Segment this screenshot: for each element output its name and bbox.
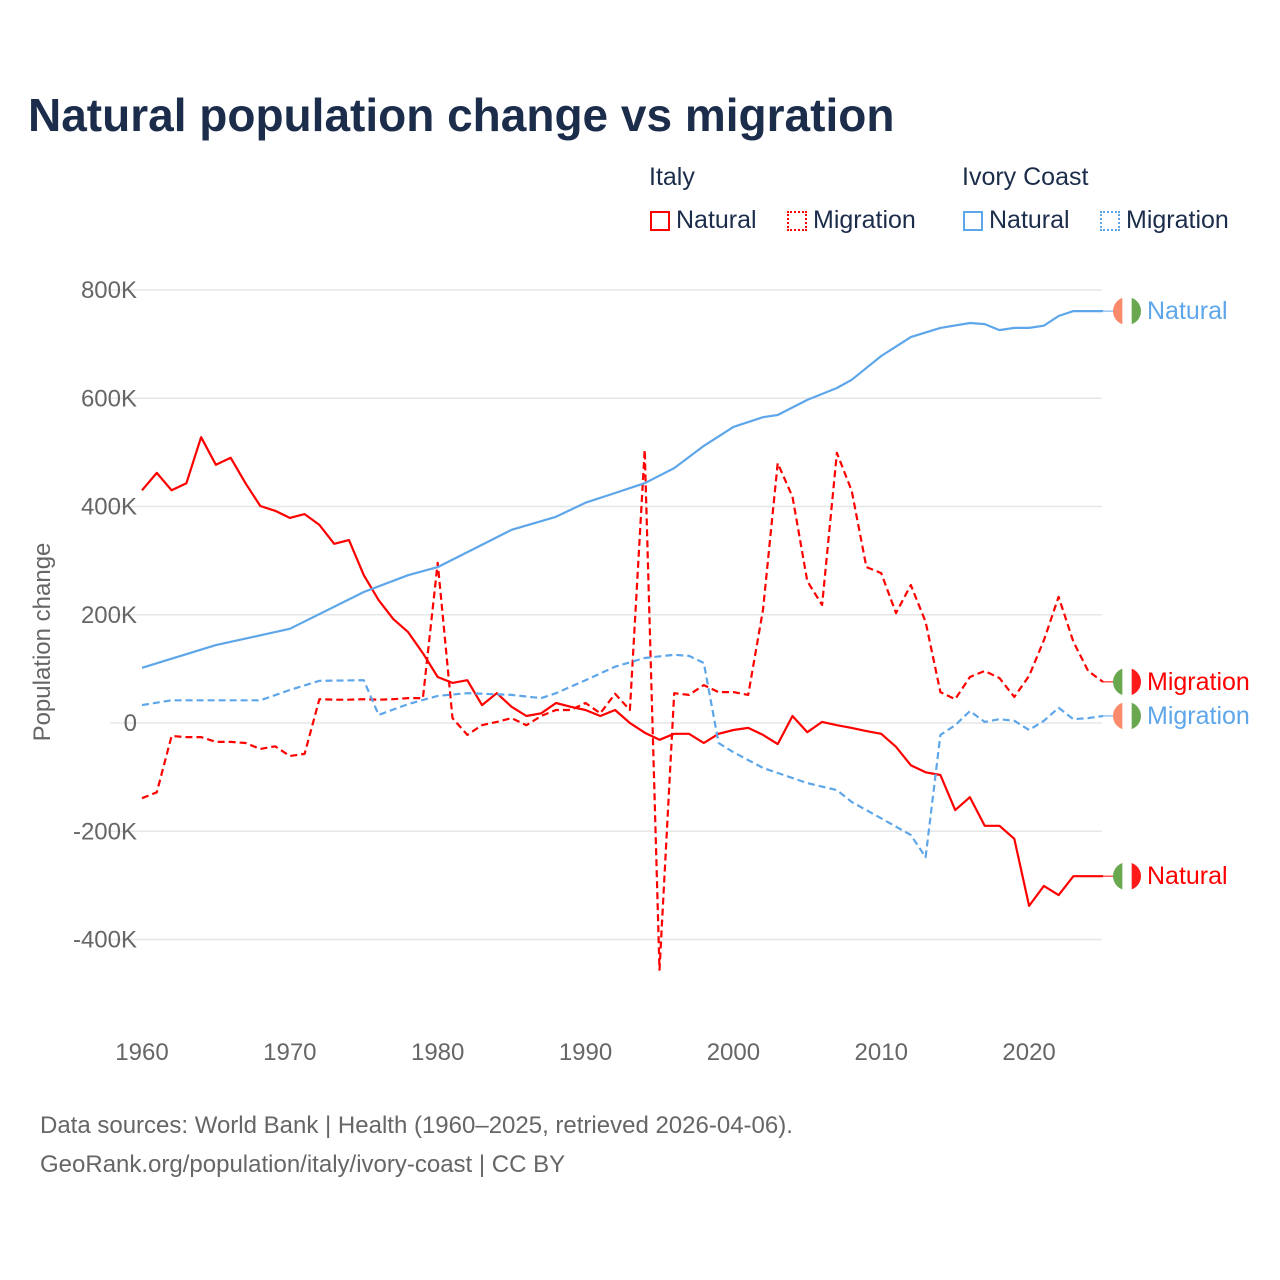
legend-label: Migration [813,206,916,234]
series-line-ivory-coast-migration [141,653,1104,859]
legend-ivory-coast-natural[interactable]: Natural [963,206,1070,235]
series-end-label: Migration [1147,668,1250,696]
solid-swatch-icon [963,210,983,231]
legend-label: Migration [1126,206,1229,234]
x-tick-label: 1980 [411,1039,464,1066]
series-line-italy-migration [141,448,1104,971]
ivory-coast-flag-icon [1113,701,1141,730]
footer-link[interactable]: GeoRank.org/population/italy/ivory-coast… [40,1151,566,1178]
ivory-coast-flag-icon [1113,297,1141,326]
legend-label: Natural [676,206,757,234]
y-tick-label: -200K [73,818,137,845]
series-end-label: Natural [1147,862,1228,890]
series-end-label: Migration [1147,702,1250,730]
y-tick-label: 400K [81,494,137,521]
legend-group-ivory-coast: Ivory Coast [962,163,1089,191]
y-axis-label: Population change [29,543,56,742]
x-tick-label: 1960 [115,1039,168,1066]
dotted-swatch-icon [787,210,807,231]
x-tick-label: 2000 [707,1039,760,1066]
dotted-swatch-icon [1100,210,1120,231]
y-tick-label: 800K [81,277,137,304]
series-line-italy-natural [141,436,1103,908]
x-tick-label: 2010 [855,1039,908,1066]
x-tick-label: 1990 [559,1039,612,1066]
chart-title: Natural population change vs migration [28,89,895,141]
solid-swatch-icon [650,210,670,231]
italy-flag-icon [1113,667,1141,696]
x-tick-label: 2020 [1002,1039,1055,1066]
italy-flag-icon [1113,862,1141,891]
legend-ivory-coast-migration[interactable]: Migration [1100,206,1229,235]
y-tick-label: 200K [81,602,137,629]
plot-area: Population change 800K 600K 400K 200K 0 -200K… [29,277,1250,1066]
legend-italy-migration[interactable]: Migration [787,206,916,235]
y-tick-label: 600K [81,385,137,412]
series-end-label: Natural [1147,297,1228,325]
x-tick-label: 1970 [263,1039,316,1066]
series-line-ivory-coast-natural [141,310,1103,669]
footer: Data sources: World Bank | Health (1960–… [40,1106,793,1184]
legend-label: Natural [989,206,1070,234]
legend-italy-natural[interactable]: Natural [650,206,757,235]
legend-group-italy: Italy [649,163,695,191]
y-tick-label: 0 [124,710,137,737]
footer-sources: Data sources: World Bank | Health (1960–… [40,1112,793,1139]
y-tick-label: -400K [73,927,137,954]
